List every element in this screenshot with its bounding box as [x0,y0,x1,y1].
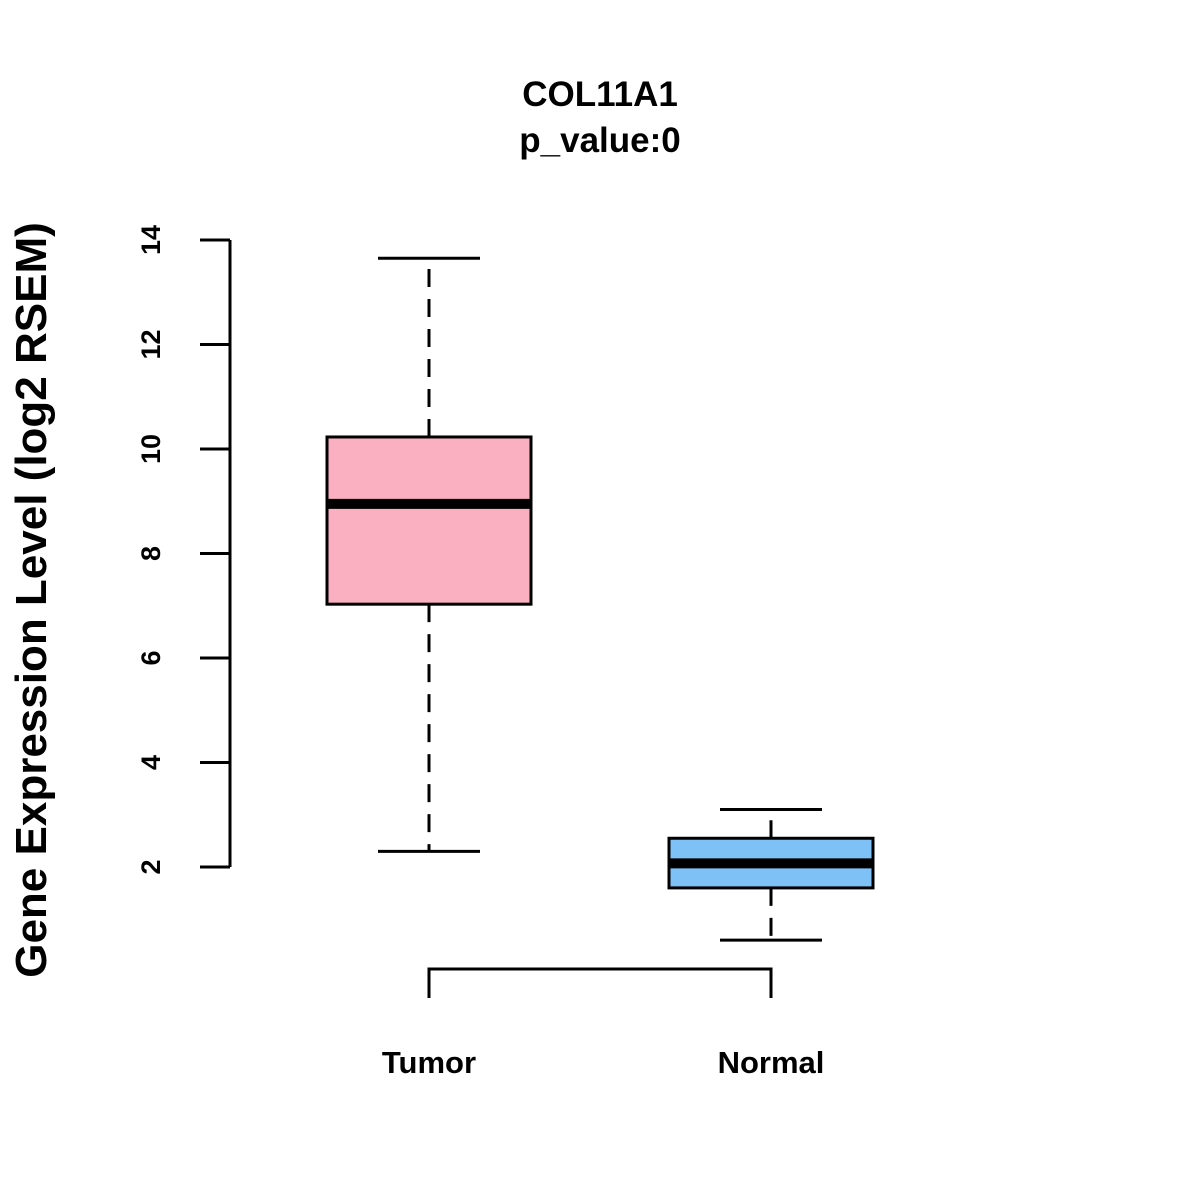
chart-subtitle: p_value:0 [519,121,680,160]
box-normal [667,808,875,942]
category-label-tumor: Tumor [382,1045,476,1080]
y-tick-label: 2 [136,859,166,874]
comparison-bracket [427,967,773,998]
y-tick-label: 10 [136,434,166,464]
bracket-line [427,967,773,998]
y-tick-label: 4 [136,755,166,770]
chart-title: COL11A1 [522,75,678,114]
y-tick-label: 8 [136,546,166,561]
iqr-box-tumor [325,435,533,606]
y-tick-label: 6 [136,650,166,665]
box-group [325,256,875,942]
y-axis-label: Gene Expression Level (log2 RSEM) [7,222,56,978]
y-tick-label: 14 [136,225,166,255]
y-axis: 2 4 6 8 10 12 14 [136,225,232,875]
y-tick-label: 12 [136,329,166,359]
category-label-normal: Normal [718,1045,825,1080]
box-tumor [325,256,533,853]
category-labels: Tumor Normal [382,1045,824,1080]
